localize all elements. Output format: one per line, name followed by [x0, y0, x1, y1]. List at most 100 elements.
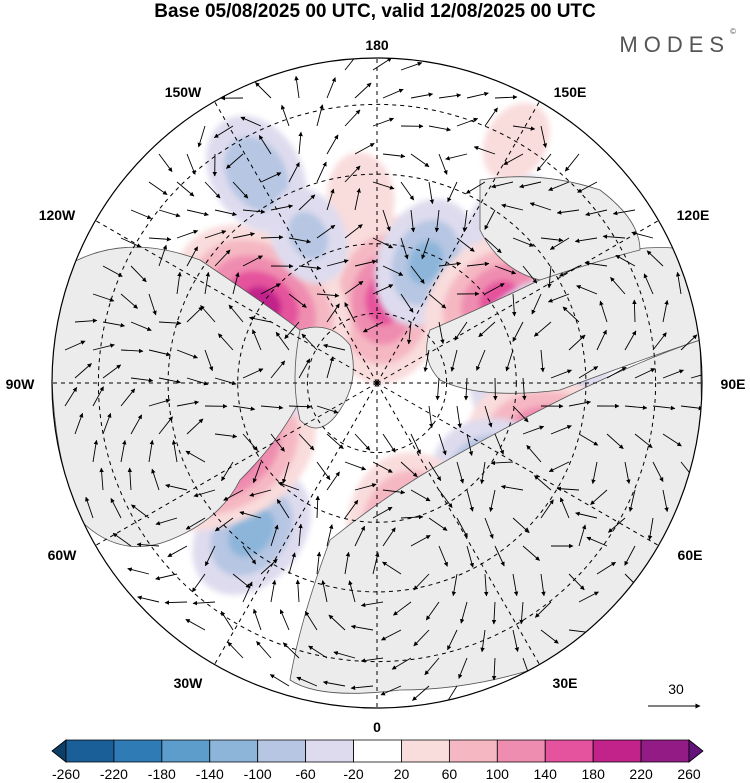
- wind-arrow: [483, 573, 489, 597]
- wind-arrow: [382, 153, 406, 159]
- colorbar-swatch: [305, 739, 354, 763]
- wind-arrow: [382, 489, 406, 495]
- wind-arrow: [288, 404, 312, 409]
- colorbar-swatch: [209, 739, 259, 763]
- wind-arrow: [425, 601, 440, 621]
- wind-arrow: [214, 517, 234, 532]
- colorbar-tick-label: -260: [52, 766, 80, 782]
- wind-arrow: [522, 377, 527, 401]
- wind-arrow: [540, 573, 546, 597]
- wind-arrow: [148, 349, 171, 357]
- wind-arrow: [680, 405, 702, 411]
- wind-arrow: [354, 483, 377, 491]
- wind-arrow: [568, 400, 592, 407]
- wind-arrow: [316, 405, 339, 414]
- wind-arrow: [501, 203, 524, 211]
- wind-arrow: [270, 433, 285, 452]
- wind-arrow: [536, 153, 552, 172]
- wind-arrow: [632, 299, 637, 323]
- wind-arrow: [484, 517, 494, 539]
- wind-arrow: [612, 209, 636, 216]
- wind-arrow: [447, 181, 458, 203]
- wind-arrow: [578, 366, 599, 379]
- wind-arrow: [354, 433, 371, 451]
- wind-arrow: [584, 261, 608, 267]
- wind-arrow: [421, 237, 430, 260]
- wind-arrow: [252, 329, 262, 351]
- wind-arrow: [214, 433, 238, 439]
- wind-arrow: [450, 349, 458, 372]
- wind-arrow: [438, 433, 447, 456]
- label-60w: 60W: [48, 547, 78, 563]
- wind-arrow: [242, 581, 253, 603]
- wind-arrow: [270, 579, 277, 603]
- wind-arrow: [428, 517, 448, 531]
- wind-arrow: [473, 145, 496, 155]
- wind-arrow: [232, 272, 240, 295]
- wind-arrow: [680, 334, 698, 351]
- wind-arrow: [298, 523, 303, 547]
- wind-arrow: [529, 202, 552, 211]
- label-180: 180: [365, 37, 389, 53]
- wind-arrow: [316, 224, 336, 239]
- wind-arrow: [186, 153, 196, 175]
- colorbar-swatch: [496, 739, 546, 763]
- wind-arrow: [484, 405, 493, 428]
- wind-arrow: [574, 237, 598, 243]
- colorbar-swatch: [113, 739, 163, 763]
- wind-arrow: [400, 181, 415, 201]
- colorbar-tick-label: 20: [394, 766, 410, 782]
- wind-arrow: [556, 486, 580, 492]
- wind-arrow: [628, 489, 636, 512]
- wind-arrow: [372, 237, 394, 249]
- wind-arrow: [662, 489, 669, 513]
- wind-arrow: [454, 321, 468, 341]
- wind-arrow: [540, 237, 564, 243]
- label-90e: 90E: [721, 376, 746, 392]
- colorbar-tick-label: -220: [100, 766, 128, 782]
- wind-arrow: [438, 261, 462, 267]
- colorbar-tick-label: 60: [442, 766, 458, 782]
- wind-arrow: [428, 293, 447, 309]
- wind-arrow: [550, 425, 572, 435]
- wind-arrow: [204, 349, 214, 372]
- wind-arrow: [519, 601, 524, 625]
- colorbar-tick-label: -180: [148, 766, 176, 782]
- wind-arrow: [428, 181, 435, 205]
- wind-arrow: [344, 461, 367, 471]
- wind-arrow: [547, 265, 552, 289]
- meridian-line: [214, 101, 378, 384]
- wind-arrow: [282, 461, 290, 484]
- wind-arrow: [137, 595, 160, 603]
- wind-arrow: [130, 377, 154, 383]
- wind-arrow: [344, 58, 360, 71]
- wind-arrow: [223, 489, 244, 501]
- wind-arrow: [279, 609, 290, 631]
- colorbar-tick-label: -20: [343, 766, 363, 782]
- wind-arrow: [391, 657, 412, 670]
- wind-arrow: [326, 471, 340, 491]
- wind-arrow: [372, 117, 395, 127]
- meridian-line: [376, 101, 540, 384]
- wind-arrow: [280, 104, 290, 127]
- wind-arrow: [242, 255, 263, 267]
- wind-arrow: [606, 366, 627, 379]
- wind-arrow: [624, 330, 637, 351]
- wind-arrow: [662, 299, 669, 323]
- wind-arrow: [269, 674, 290, 687]
- wind-arrow: [288, 162, 300, 183]
- wind-arrow: [466, 545, 474, 568]
- wind-arrow: [456, 117, 479, 127]
- wind-arrow: [578, 433, 599, 446]
- wind-arrow: [288, 293, 307, 308]
- label-30e: 30E: [553, 675, 578, 691]
- wind-arrow: [185, 450, 206, 463]
- wind-arrow: [350, 685, 374, 691]
- wind-arrow: [344, 224, 363, 239]
- wind-arrow: [176, 229, 199, 239]
- wind-arrow: [489, 489, 496, 512]
- wind-arrow: [214, 377, 237, 386]
- wind-arrow: [226, 153, 244, 169]
- colorbar-tick-label: -60: [295, 766, 315, 782]
- wind-arrow: [494, 94, 518, 100]
